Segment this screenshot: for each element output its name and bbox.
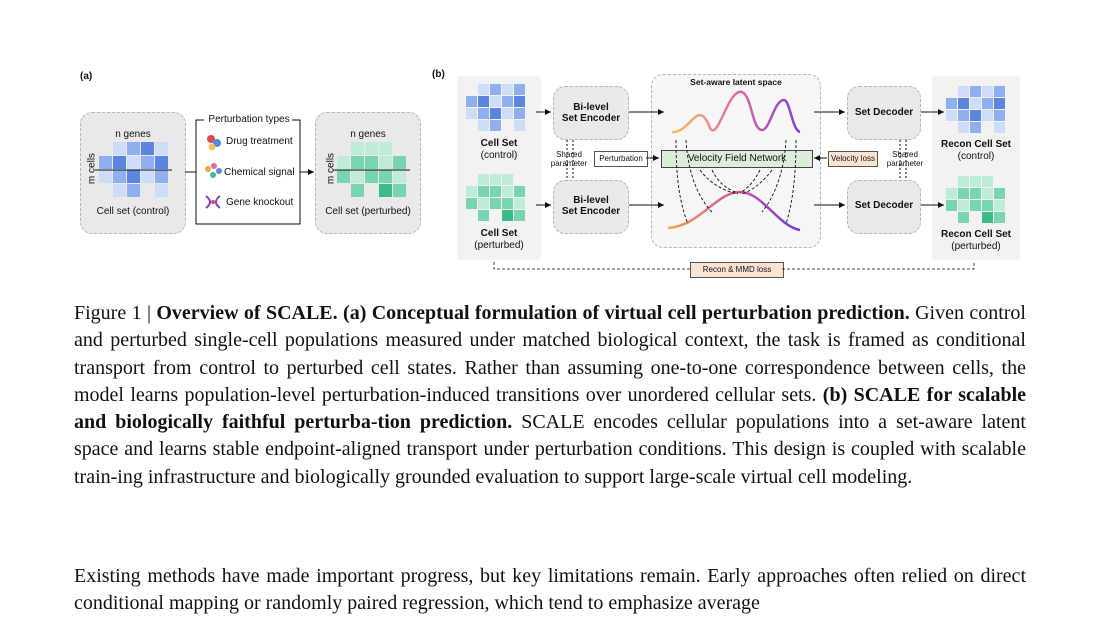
- drug-icon: [207, 135, 221, 151]
- encoder-top: [553, 86, 629, 140]
- encoder-top-line2: Set Encoder: [561, 113, 621, 124]
- perturbed-genes-label: n genes: [350, 129, 386, 140]
- control-caption: Cell set (control): [96, 206, 170, 217]
- cell-set-control-title: Cell Set: [480, 138, 518, 149]
- shared-left-line2: parameter: [550, 159, 588, 168]
- control-cells-label: m cells: [86, 152, 98, 185]
- velocity-loss-box: Velocity loss: [828, 151, 878, 167]
- figure-caption: Figure 1 | Overview of SCALE. (a) Concep…: [74, 300, 1026, 491]
- caption-text-b: SCALE encodes cellular populations into …: [74, 411, 1026, 488]
- caption-text-a: Given control and perturbed single-cell …: [74, 302, 1026, 406]
- perturbation-box: Perturbation: [594, 151, 648, 167]
- perturbation-types-title: Perturbation types: [206, 114, 292, 125]
- shared-right-line2: parameter: [886, 159, 924, 168]
- type-chemical-label: Chemical signal: [224, 167, 295, 178]
- latent-space-title: Set-aware latent space: [690, 77, 782, 87]
- type-drug-label: Drug treatment: [226, 136, 293, 147]
- caption-prefix: Figure 1 |: [74, 302, 157, 324]
- dna-icon: [205, 195, 221, 209]
- panel-b-label: (b): [432, 69, 445, 80]
- shared-left-line1: Shared: [556, 150, 582, 159]
- recon-control-title: Recon Cell Set: [940, 139, 1012, 150]
- figure-1: (a) n genes m cells Cell set (control) P…: [0, 0, 1100, 300]
- shared-right-line1: Shared: [892, 150, 918, 159]
- cell-set-control-sub: (control): [480, 150, 518, 161]
- recon-perturbed-sub: (perturbed): [951, 241, 1001, 252]
- panel-a-label: (a): [80, 71, 93, 82]
- chemical-icon: [205, 163, 222, 178]
- control-genes-label: n genes: [115, 129, 151, 140]
- decoder-top: [847, 86, 921, 140]
- encoder-bottom-line1: Bi-level: [573, 195, 609, 206]
- caption-bold-a: Overview of SCALE. (a) Conceptual formul…: [156, 302, 910, 324]
- type-knockout-label: Gene knockout: [226, 197, 294, 208]
- perturbed-caption: Cell set (perturbed): [325, 206, 411, 217]
- recon-mmd-loss-box: Recon & MMD loss: [690, 262, 784, 278]
- encoder-bottom: [553, 180, 629, 234]
- decoder-top-label: Set Decoder: [854, 107, 914, 118]
- caption-bold-b: (b) SCALE for scalable and biologically …: [74, 383, 1026, 434]
- cell-set-perturbed-sub: (perturbed): [474, 240, 524, 251]
- body-paragraph: Existing methods have made important pro…: [74, 565, 1026, 615]
- cell-set-perturbed-title: Cell Set: [480, 228, 518, 239]
- velocity-field-network: Velocity Field Network: [661, 150, 813, 168]
- decoder-bottom-label: Set Decoder: [854, 200, 914, 211]
- encoder-top-line1: Bi-level: [573, 102, 609, 113]
- decoder-bottom: [847, 180, 921, 234]
- recon-perturbed-title: Recon Cell Set: [940, 229, 1012, 240]
- encoder-bottom-line2: Set Encoder: [561, 206, 621, 217]
- perturbed-cells-label: m cells: [325, 152, 337, 185]
- recon-control-sub: (control): [957, 151, 995, 162]
